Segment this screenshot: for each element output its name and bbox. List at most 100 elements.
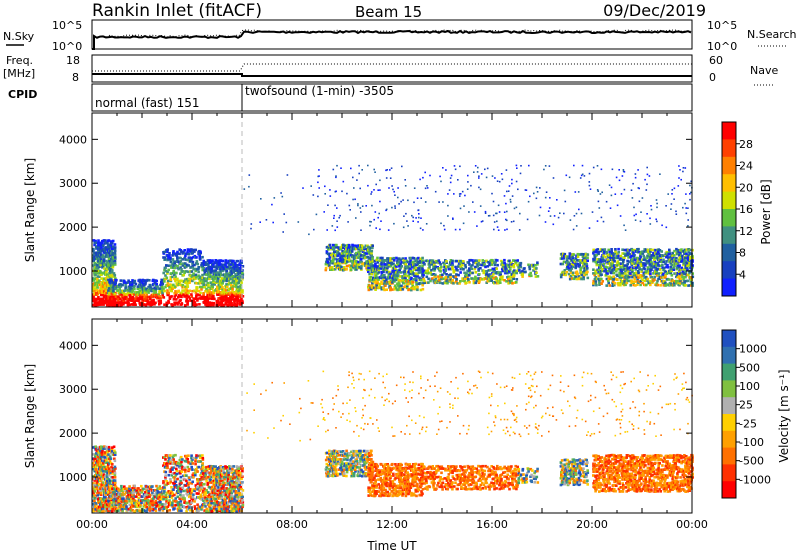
heatmap-cell (124, 489, 127, 493)
heatmap-cell (520, 165, 522, 167)
heatmap-cell (103, 251, 107, 254)
heatmap-cell (634, 173, 637, 175)
heatmap-cell (671, 254, 674, 258)
heatmap-cell (396, 261, 399, 264)
heatmap-cell (463, 280, 466, 283)
heatmap-cell (98, 501, 101, 505)
heatmap-cell (221, 289, 224, 292)
heatmap-cell (411, 284, 415, 288)
freq-series (92, 73, 692, 77)
heatmap-cell (186, 285, 190, 289)
heatmap-cell (430, 268, 433, 272)
heatmap-cell (111, 476, 115, 479)
heatmap-cell (497, 204, 500, 207)
heatmap-cell (330, 268, 334, 271)
heatmap-cell (632, 182, 634, 185)
heatmap-cell (110, 257, 113, 261)
heatmap-cell (655, 282, 659, 285)
heatmap-cell (113, 490, 116, 494)
heatmap-cell (187, 248, 190, 251)
heatmap-cell (333, 264, 337, 267)
heatmap-cell (186, 250, 189, 254)
heatmap-cell (594, 275, 597, 279)
heatmap-cell (688, 263, 691, 267)
heatmap-cell (110, 252, 113, 255)
heatmap-cell (97, 245, 100, 249)
heatmap-cell (581, 173, 584, 176)
heatmap-cell (217, 289, 220, 293)
heatmap-cell (108, 479, 112, 483)
heatmap-cell (173, 273, 176, 277)
heatmap-cell (510, 275, 513, 278)
heatmap-cell (561, 262, 565, 266)
heatmap-cell (601, 268, 604, 271)
heatmap-cell (370, 272, 373, 276)
heatmap-cell (328, 252, 332, 256)
heatmap-cell (350, 167, 352, 170)
heatmap-cell (379, 228, 381, 231)
heatmap-cell (513, 207, 516, 210)
heatmap-cell (345, 252, 349, 255)
heatmap-cell (646, 248, 650, 252)
heatmap-cell (159, 300, 162, 303)
heatmap-cell (464, 277, 467, 281)
heatmap-cell (106, 507, 109, 511)
heatmap-cell (95, 253, 98, 257)
heatmap-cell (179, 260, 183, 263)
heatmap-cell (487, 279, 490, 283)
heatmap-cell (393, 222, 395, 225)
heatmap-cell (385, 208, 388, 211)
heatmap-cell (93, 301, 97, 304)
heatmap-cell (99, 243, 102, 246)
heatmap-cell (103, 277, 106, 280)
heatmap-cell (562, 257, 566, 260)
heatmap-cell (615, 270, 618, 273)
heatmap-cell (123, 281, 127, 284)
heatmap-cell (344, 256, 347, 260)
heatmap-cell (464, 265, 467, 269)
heatmap-cell (196, 262, 199, 266)
heatmap-cell (117, 487, 120, 491)
heatmap-cell (621, 274, 624, 277)
heatmap-cell (98, 265, 101, 268)
heatmap-cell (433, 267, 437, 271)
heatmap-cell (477, 268, 480, 271)
heatmap-cell (197, 282, 200, 285)
heatmap-cell (645, 283, 648, 287)
heatmap-cell (225, 267, 228, 270)
heatmap-cell (424, 201, 427, 203)
heatmap-cell (92, 482, 95, 485)
heatmap-cell (616, 261, 619, 265)
heatmap-cell (349, 209, 351, 211)
heatmap-cell (145, 509, 148, 513)
heatmap-cell (129, 294, 132, 297)
heatmap-cell (163, 303, 166, 306)
heatmap-cell (233, 291, 236, 295)
heatmap-cell (239, 295, 242, 299)
heatmap-cell (636, 277, 639, 281)
heatmap-cell (367, 164, 369, 167)
heatmap-cell (662, 260, 665, 263)
heatmap-cell (226, 297, 229, 300)
heatmap-cell (673, 264, 676, 267)
heatmap-cell (434, 277, 437, 280)
heatmap-cell (646, 173, 649, 176)
heatmap-cell (577, 191, 580, 193)
heatmap-cell (333, 214, 335, 217)
heatmap-cell (395, 256, 398, 260)
heatmap-cell (121, 505, 124, 508)
heatmap-cell (241, 265, 245, 268)
heatmap-cell (680, 266, 683, 270)
heatmap-cell (190, 248, 193, 251)
heatmap-cell (499, 271, 502, 274)
heatmap-cell (201, 276, 204, 280)
heatmap-cell (380, 270, 383, 274)
heatmap-cell (133, 299, 136, 303)
heatmap-cell (680, 178, 682, 181)
heatmap-cell (119, 297, 122, 301)
heatmap-cell (189, 299, 192, 302)
nsky-tick-high: 10^5 (52, 19, 82, 32)
heatmap-cell (369, 246, 373, 249)
heatmap-cell (113, 449, 116, 453)
heatmap-cell (182, 262, 185, 265)
